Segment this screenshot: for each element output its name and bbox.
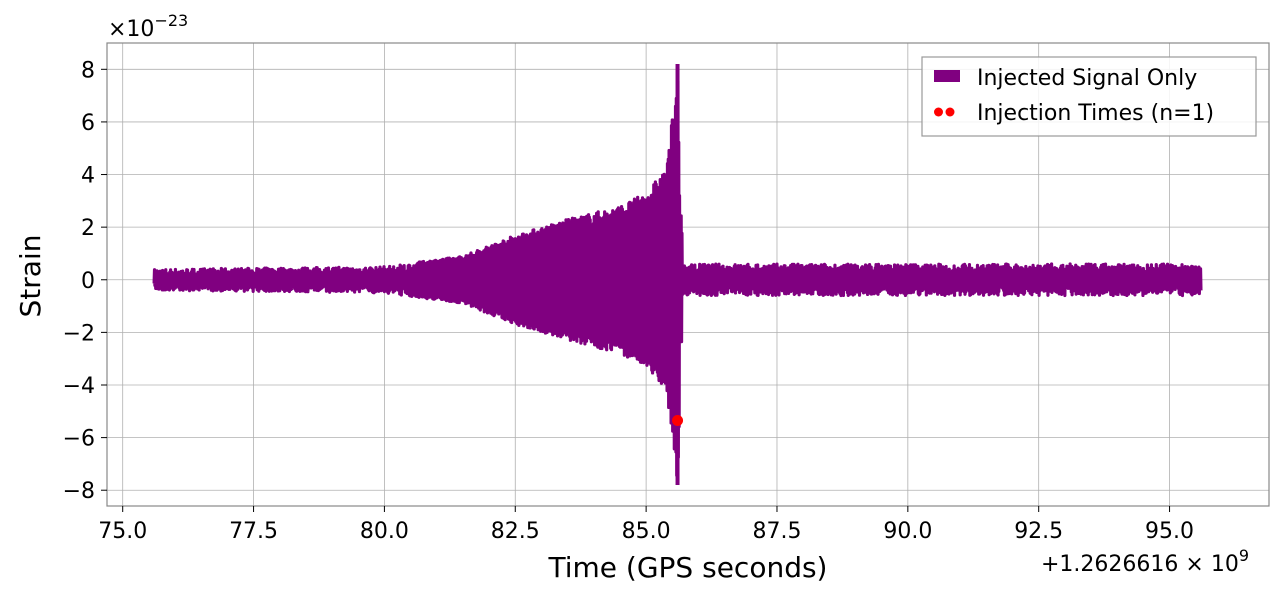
legend-injection-label: Injection Times (n=1) (977, 101, 1214, 126)
x-tick-label: 82.5 (491, 519, 540, 544)
legend-signal-swatch (934, 70, 960, 82)
y-tick-label: −4 (63, 374, 95, 399)
y-tick-label: −2 (63, 321, 95, 346)
signal-series (152, 64, 1203, 485)
x-offset: +1.2626616 × 109 (1041, 546, 1249, 577)
x-tick-label: 92.5 (1014, 519, 1063, 544)
x-tick-label: 95.0 (1145, 519, 1194, 544)
legend-signal-label: Injected Signal Only (977, 66, 1197, 91)
legend: Injected Signal Only Injection Times (n=… (921, 56, 1257, 137)
y-axis-ticks: −8 −6 −4 −2 0 2 4 6 8 (63, 58, 107, 504)
x-tick-label: 87.5 (752, 519, 801, 544)
x-tick-label: 77.5 (229, 519, 278, 544)
legend-box (921, 56, 1257, 137)
y-tick-label: 0 (81, 269, 95, 294)
y-tick-label: 4 (81, 164, 95, 189)
x-tick-label: 85.0 (622, 519, 671, 544)
y-tick-label: 6 (81, 111, 95, 136)
x-tick-label: 75.0 (98, 519, 147, 544)
x-axis-ticks: 75.0 77.5 80.0 82.5 85.0 87.5 90.0 92.5 95.0 (98, 506, 1194, 544)
x-tick-label: 90.0 (883, 519, 932, 544)
legend-injection-marker (934, 107, 943, 117)
x-axis-label: Time (GPS seconds) (548, 551, 828, 584)
y-tick-label: −8 (63, 479, 95, 504)
y-tick-label: 8 (81, 58, 95, 83)
y-axis-label: Strain (14, 235, 47, 318)
y-tick-label: 2 (81, 216, 95, 241)
injection-series (672, 415, 684, 427)
injection-point (672, 415, 684, 427)
plot-frame (106, 42, 1270, 507)
legend-injection-marker (945, 107, 955, 117)
y-tick-label: −6 (63, 427, 95, 452)
y-multiplier: ×10−23 (108, 11, 188, 42)
x-tick-label: 80.0 (360, 519, 409, 544)
